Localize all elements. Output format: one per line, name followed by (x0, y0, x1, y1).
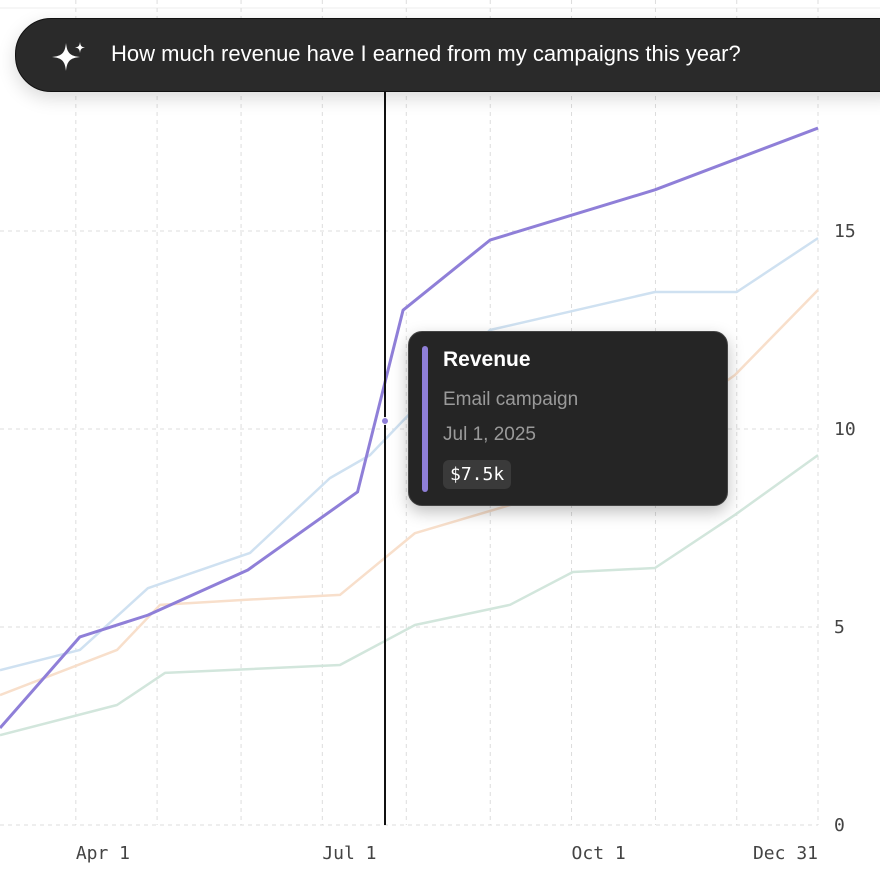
series-line (0, 454, 819, 737)
tooltip-color-bar (422, 346, 428, 492)
series-line (0, 237, 819, 672)
x-tick-label: Dec 31 (753, 843, 818, 864)
y-tick-label: 0 (834, 815, 845, 836)
x-tick-label: Oct 1 (572, 843, 626, 864)
y-tick-label: 5 (834, 617, 845, 638)
grid: Apr 1 Jul 1 Oct 1 Dec 31 0 5 10 15 (0, 0, 856, 864)
prompt-bar[interactable]: How much revenue have I earned from my c… (15, 18, 880, 92)
tooltip: Revenue Email campaign Jul 1, 2025 $7.5k (408, 331, 728, 506)
sparkle-icon (52, 42, 85, 71)
tooltip-series: Email campaign (443, 389, 579, 410)
x-tick-label: Jul 1 (322, 843, 376, 864)
tooltip-date: Jul 1, 2025 (443, 424, 536, 445)
tooltip-value: $7.5k (443, 460, 512, 489)
tooltip-title: Revenue (443, 348, 531, 371)
prompt-text: How much revenue have I earned from my c… (111, 41, 741, 66)
hover-dot (381, 417, 389, 425)
y-tick-label: 10 (834, 419, 856, 440)
series-line (0, 126, 819, 729)
x-tick-label: Apr 1 (76, 843, 130, 864)
y-tick-label: 15 (834, 221, 856, 242)
